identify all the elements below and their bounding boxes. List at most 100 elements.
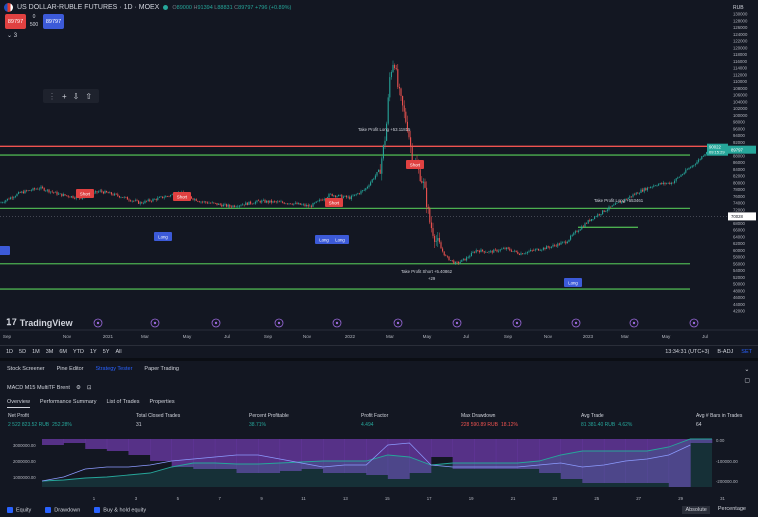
candle-body (702, 156, 704, 157)
trade-signal-long[interactable]: Long (154, 232, 172, 241)
properties-icon[interactable]: ⊡ (86, 385, 92, 391)
candle-body (680, 175, 682, 177)
candle-body (32, 188, 34, 191)
sell-button[interactable]: 89797 (5, 14, 26, 29)
scale-percentage[interactable]: Percentage (717, 506, 746, 512)
candle-body (264, 200, 266, 203)
adjustment-toggle[interactable]: B-ADJ (717, 348, 734, 355)
price-axis[interactable] (728, 0, 758, 345)
timeframe-ytd[interactable]: YTD (72, 348, 84, 355)
event-marker-icon[interactable] (452, 318, 462, 328)
timeframe-1y[interactable]: 1Y (89, 348, 97, 355)
checkbox-checked-icon[interactable] (94, 507, 101, 513)
settings-icon[interactable]: ⚙ (75, 385, 81, 391)
legend-drawdown[interactable]: Drawdown (45, 507, 80, 513)
candle-body (514, 250, 516, 252)
time-tick: Nov (544, 334, 553, 339)
tradingview-logo[interactable]: 𝟣7 TradingView (6, 317, 73, 328)
time-tick: May (183, 334, 192, 339)
trade-signal-long[interactable]: Long (315, 235, 333, 244)
trade-signal-long[interactable]: Long (331, 235, 349, 244)
trade-signal-long-edge[interactable] (0, 246, 10, 255)
panel-tab-paper-trading[interactable]: Paper Trading (144, 366, 179, 372)
sub-tab-performance-summary[interactable]: Performance Summary (39, 399, 97, 405)
candle-body (251, 203, 253, 205)
candle-body (496, 249, 498, 252)
candle-body (64, 194, 66, 196)
candle-body (478, 250, 480, 253)
trade-signal-long[interactable]: Long (564, 278, 582, 287)
clock[interactable]: 13:34:31 (UTC+3) (665, 348, 710, 355)
candle-body (366, 186, 368, 189)
legend-buy-hold-equity[interactable]: Buy & hold equity (94, 507, 146, 513)
candle-body (642, 189, 644, 192)
timeframe-5d[interactable]: 5D (19, 348, 27, 355)
panel-tab-pine-editor[interactable]: Pine Editor (56, 366, 84, 372)
candle-body (424, 181, 426, 188)
timeframe-1m[interactable]: 1M (32, 348, 40, 355)
trade-signal-short[interactable]: Short (325, 198, 343, 207)
candle-body (285, 203, 287, 205)
timeframe-1d[interactable]: 1D (6, 348, 14, 355)
checkbox-checked-icon[interactable] (7, 507, 13, 513)
indicators-toggle[interactable]: ⌄ 3 (7, 33, 18, 39)
event-marker-icon[interactable] (93, 318, 103, 328)
equity-chart[interactable]: 3000000.00 2000000.00 1000000.00 0.00 -10000… (0, 437, 758, 505)
event-marker-icon[interactable] (332, 318, 342, 328)
chevron-down-icon[interactable]: ⌄ (744, 367, 750, 373)
candle-body (147, 199, 149, 202)
checkbox-checked-icon[interactable] (45, 507, 52, 513)
candle-body (171, 194, 173, 196)
arrow-up-icon[interactable]: ⇧ (85, 91, 93, 101)
event-marker-icon[interactable] (571, 318, 581, 328)
event-marker-icon[interactable] (393, 318, 403, 328)
event-marker-icon[interactable] (150, 318, 160, 328)
candle-body (421, 181, 423, 183)
time-tick: May (423, 334, 432, 339)
maximize-icon[interactable]: ▢ (744, 378, 750, 384)
price-tick: 54000 (733, 268, 746, 273)
arrow-down-icon[interactable]: ⇩ (72, 91, 80, 101)
settlement-toggle[interactable]: SET (741, 348, 752, 355)
candle-body (206, 202, 208, 204)
svg-text:Long: Long (335, 238, 345, 243)
candle-body (200, 201, 202, 203)
panel-tab-stock-screener[interactable]: Stock Screener (7, 366, 45, 372)
trade-number-tick: 1 (93, 496, 96, 501)
buy-button[interactable]: 89797 (43, 14, 64, 29)
sub-tab-properties[interactable]: Properties (149, 399, 175, 405)
symbol-title[interactable]: US DOLLAR-RUBLE FUTURES · 1D · MOEX (17, 4, 160, 11)
candle-body (24, 190, 26, 194)
candle-body (448, 256, 450, 261)
timeframe-6m[interactable]: 6M (59, 348, 67, 355)
sub-tab-list-of-trades[interactable]: List of Trades (106, 399, 140, 405)
svg-text:Short: Short (329, 201, 340, 206)
candlestick-series[interactable] (0, 60, 708, 265)
drag-handle-icon[interactable]: ⋮ (48, 91, 56, 101)
strategy-name[interactable]: MACD M15 MultiTF Brent (7, 385, 70, 391)
main-chart[interactable]: RUB 130000 128000 126000 124000 122000 120000 1… (0, 0, 758, 345)
legend-equity[interactable]: Equity (7, 507, 31, 513)
candle-body (118, 195, 120, 198)
sub-tab-overview[interactable]: Overview (7, 399, 30, 408)
timeframe-all[interactable]: All (115, 348, 122, 355)
candle-body (160, 196, 162, 198)
trade-signal-short[interactable]: Short (173, 192, 191, 201)
trade-signal-short[interactable]: Short (406, 160, 424, 169)
candle-body (494, 249, 496, 251)
candle-body (98, 191, 100, 193)
event-marker-icon[interactable] (689, 318, 699, 328)
timeframe-5y[interactable]: 5Y (102, 348, 110, 355)
event-marker-icon[interactable] (629, 318, 639, 328)
panel-tab-strategy-tester[interactable]: Strategy Tester (95, 366, 133, 372)
candle-body (219, 203, 221, 205)
timeframe-3m[interactable]: 3M (45, 348, 54, 355)
event-marker-icon[interactable] (211, 318, 221, 328)
event-marker-icon[interactable] (274, 318, 284, 328)
candle-body (552, 245, 554, 247)
crosshair-icon[interactable]: + (62, 91, 67, 101)
trade-signal-short[interactable]: Short (76, 189, 94, 198)
scale-absolute[interactable]: Absolute (682, 506, 710, 514)
event-marker-icon[interactable] (512, 318, 522, 328)
